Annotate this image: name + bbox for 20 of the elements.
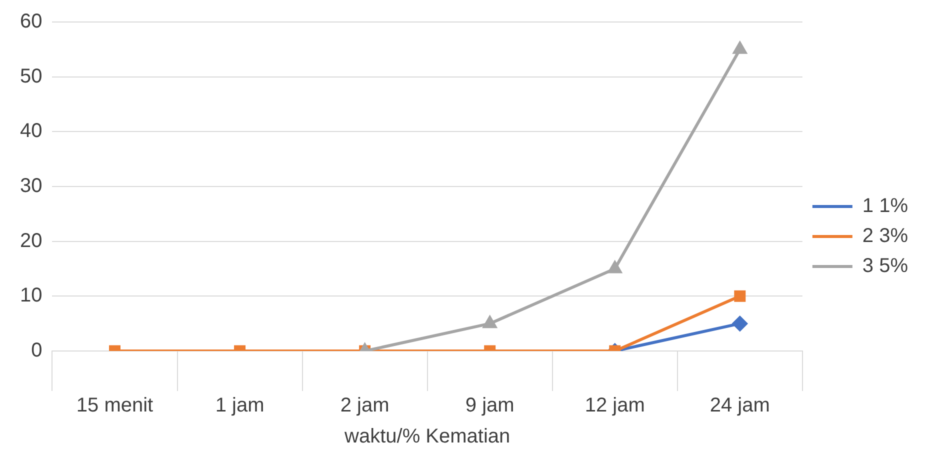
x-tick-label: 12 jam <box>584 394 645 417</box>
y-tick-label: 30 <box>20 175 42 198</box>
legend-label: 3 5% <box>862 255 908 278</box>
x-axis-title: waktu/% Kematian <box>344 426 510 448</box>
y-tick-label: 0 <box>31 340 42 362</box>
x-tick-label: 24 jam <box>710 394 770 417</box>
x-tick-label: 2 jam <box>340 394 390 417</box>
x-tick-label: 9 jam <box>465 394 514 417</box>
legend-label: 1 1% <box>862 195 908 218</box>
legend-label: 2 3% <box>862 225 908 248</box>
point <box>608 261 622 274</box>
point <box>733 42 747 54</box>
x-tick-label: 1 jam <box>215 394 264 417</box>
x-tick-label: 15 menit <box>76 394 154 417</box>
point <box>483 316 497 328</box>
y-tick-label: 40 <box>20 120 42 142</box>
y-tick-label: 60 <box>20 10 42 33</box>
y-tick-label: 10 <box>20 284 42 307</box>
y-tick-label: 20 <box>20 230 42 252</box>
y-tick-label: 50 <box>20 65 42 88</box>
